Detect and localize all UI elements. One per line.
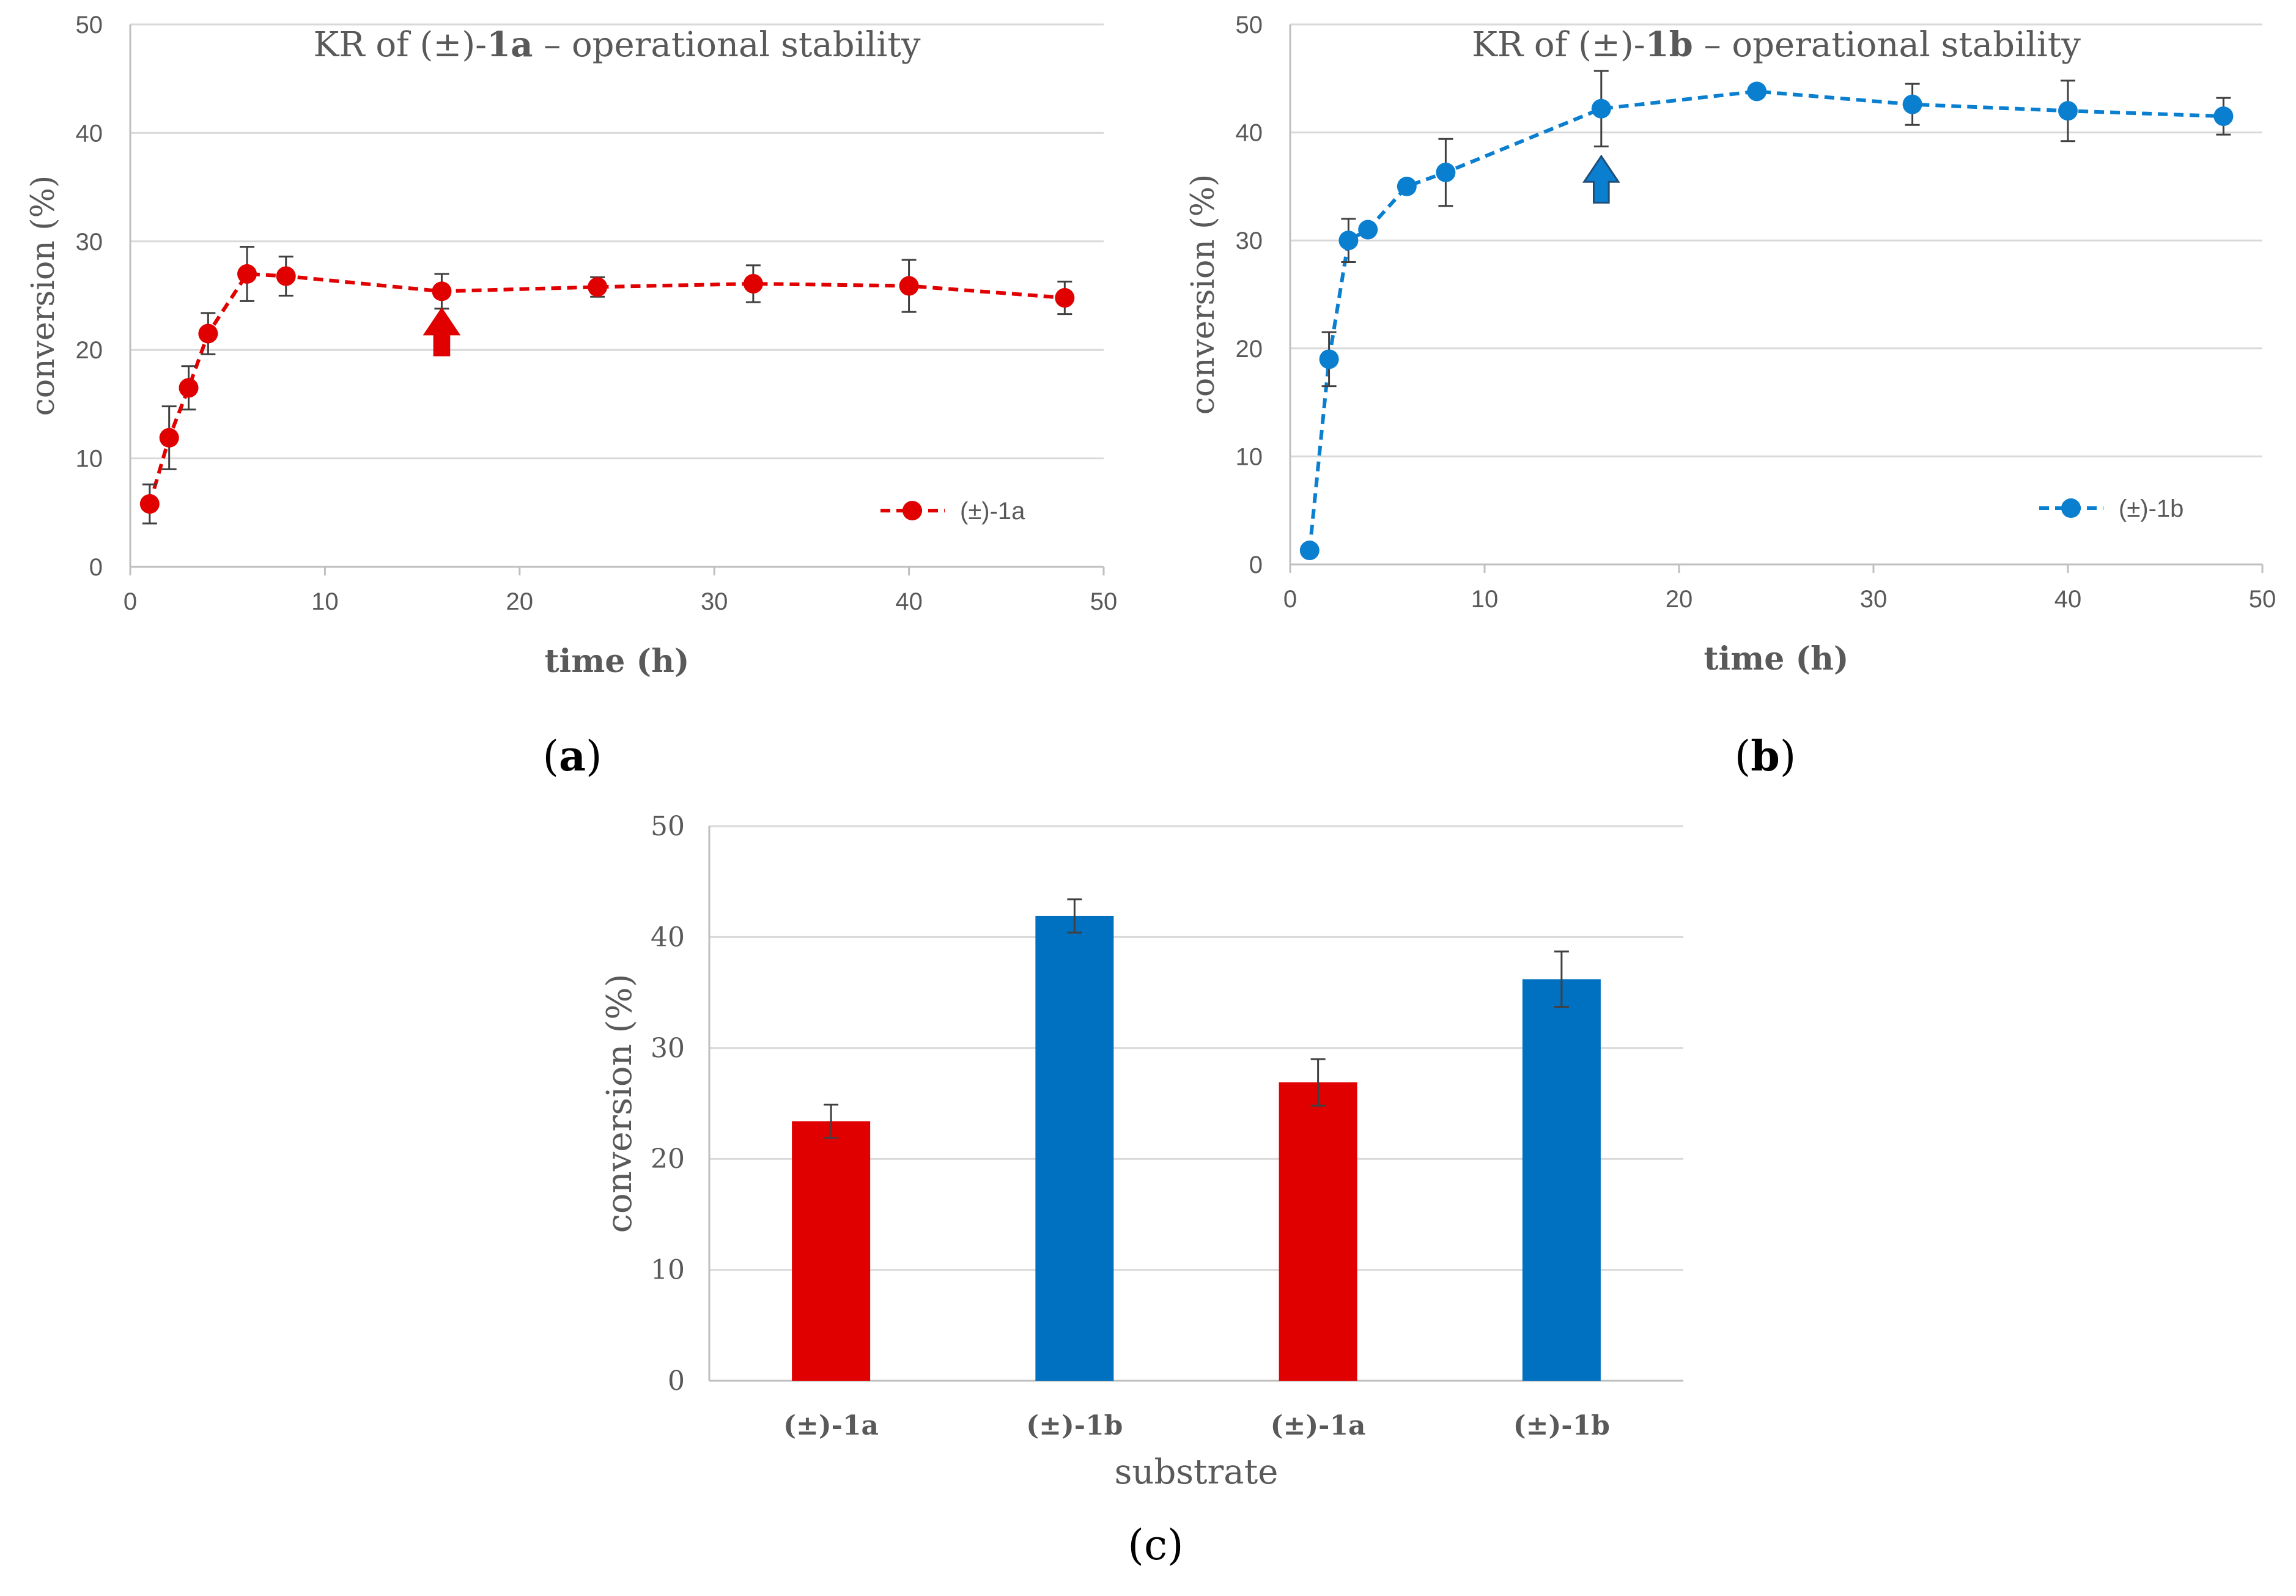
x-tick-label: 0: [1283, 586, 1297, 613]
annotation-arrow: [423, 307, 461, 357]
y-tick-label: 0: [1249, 552, 1263, 578]
bar: [792, 1121, 871, 1381]
x-tick-label: 20: [506, 588, 534, 615]
y-axis-label: conversion (%): [25, 175, 62, 416]
data-point: [899, 276, 919, 296]
data-point: [743, 273, 763, 294]
data-point: [237, 264, 257, 284]
data-point: [198, 323, 218, 344]
y-tick-label: 30: [1236, 227, 1263, 254]
title-part: – operational stability: [533, 25, 920, 65]
panel-paren: ): [1167, 1521, 1184, 1570]
category-label: (±)-1b: [1513, 1410, 1610, 1441]
data-point: [588, 277, 608, 297]
data-point: [1299, 541, 1320, 561]
x-axis-label: time (h): [1704, 640, 1849, 678]
y-tick-label: 0: [89, 554, 103, 581]
category-label: (±)-1b: [1026, 1410, 1123, 1441]
y-tick-label: 40: [651, 922, 685, 953]
y-tick-label: 20: [76, 337, 103, 364]
legend-label: (±)-1a: [960, 498, 1025, 525]
data-point: [1591, 98, 1611, 119]
x-tick-label: 40: [895, 588, 923, 615]
annotation-arrow: [1582, 154, 1620, 204]
y-tick-label: 10: [76, 446, 103, 473]
data-point: [139, 494, 160, 514]
x-tick-label: 20: [1666, 586, 1693, 613]
data-point: [1436, 162, 1456, 182]
y-tick-label: 30: [651, 1033, 685, 1064]
title-part: 1a: [487, 24, 533, 65]
y-tick-label: 10: [1236, 443, 1263, 470]
title-part: KR of (±)-: [314, 25, 487, 65]
panel-letter: c: [1144, 1521, 1167, 1570]
y-axis-label: conversion (%): [600, 974, 640, 1233]
x-tick-label: 30: [1860, 586, 1888, 613]
data-point: [432, 281, 452, 301]
y-tick-label: 30: [76, 229, 103, 256]
chart-title: KR of (±)-1b – operational stability: [1472, 24, 2081, 65]
y-tick-label: 0: [668, 1365, 685, 1397]
data-point: [1747, 81, 1767, 102]
y-tick-label: 50: [76, 12, 103, 39]
data-point: [1055, 288, 1075, 308]
y-axis-label: conversion (%): [1185, 174, 1222, 415]
title-part: KR of (±)-: [1472, 25, 1645, 65]
y-tick-label: 50: [651, 811, 685, 842]
data-point: [1397, 176, 1417, 196]
legend-label: (±)-1b: [2119, 495, 2183, 522]
data-point: [1319, 349, 1339, 369]
x-axis-label: time (h): [545, 643, 690, 680]
x-tick-label: 10: [1471, 586, 1499, 613]
x-tick-label: 50: [1090, 588, 1118, 615]
series-line: [147, 272, 1065, 504]
panel-paren: ): [586, 733, 602, 781]
panel-paren: ): [1780, 733, 1796, 781]
series-line: [1307, 89, 2224, 551]
data-point: [1338, 231, 1359, 251]
data-point: [159, 427, 179, 448]
data-point: [179, 378, 199, 398]
data-point: [2058, 101, 2078, 121]
bar: [1279, 1082, 1357, 1381]
data-point: [1902, 94, 1922, 114]
panel-letter: b: [1751, 732, 1780, 781]
bar: [1035, 915, 1114, 1381]
x-axis-label: substrate: [1115, 1452, 1279, 1492]
panel-label: (b): [1735, 732, 1796, 781]
chart-title: KR of (±)-1a – operational stability: [314, 24, 921, 65]
legend-marker: [2061, 498, 2081, 518]
panel-paren: (: [542, 733, 559, 781]
y-tick-label: 20: [1236, 336, 1263, 363]
panel-paren: (: [1735, 733, 1751, 781]
title-part: 1b: [1645, 24, 1693, 65]
x-tick-label: 40: [2054, 586, 2082, 613]
y-tick-label: 40: [76, 120, 103, 147]
data-point: [2213, 106, 2234, 127]
x-tick-label: 0: [124, 588, 137, 615]
legend-marker: [903, 501, 922, 520]
chart-a: 0 10 20 30 40 50 0 10 20 30 40 50 KR of (±)-1a – ope…: [25, 12, 1117, 781]
chart-c: 0 10 20 30 40 50 (±)-1a (±)-1b (±)-1a (±)-1b subst…: [600, 811, 1683, 1570]
y-tick-label: 50: [1236, 12, 1263, 39]
y-tick-label: 40: [1236, 120, 1263, 147]
bar: [1522, 979, 1601, 1381]
y-tick-label: 20: [651, 1143, 685, 1175]
data-point: [1358, 220, 1378, 240]
x-tick-label: 10: [311, 588, 339, 615]
panel-label: (a): [542, 732, 602, 781]
category-label: (±)-1a: [1271, 1410, 1366, 1441]
x-tick-label: 50: [2249, 586, 2276, 613]
panel-letter: a: [559, 732, 586, 781]
y-tick-label: 10: [651, 1255, 685, 1286]
chart-b: 0 10 20 30 40 50 0 10 20 30 40 50 KR of (±)-1b – ope…: [1185, 12, 2276, 781]
x-tick-label: 30: [701, 588, 728, 615]
data-point: [276, 266, 296, 286]
title-part: – operational stability: [1693, 25, 2081, 65]
panel-label: (c): [1128, 1521, 1183, 1570]
category-label: (±)-1a: [783, 1410, 879, 1441]
panel-paren: (: [1128, 1521, 1144, 1570]
